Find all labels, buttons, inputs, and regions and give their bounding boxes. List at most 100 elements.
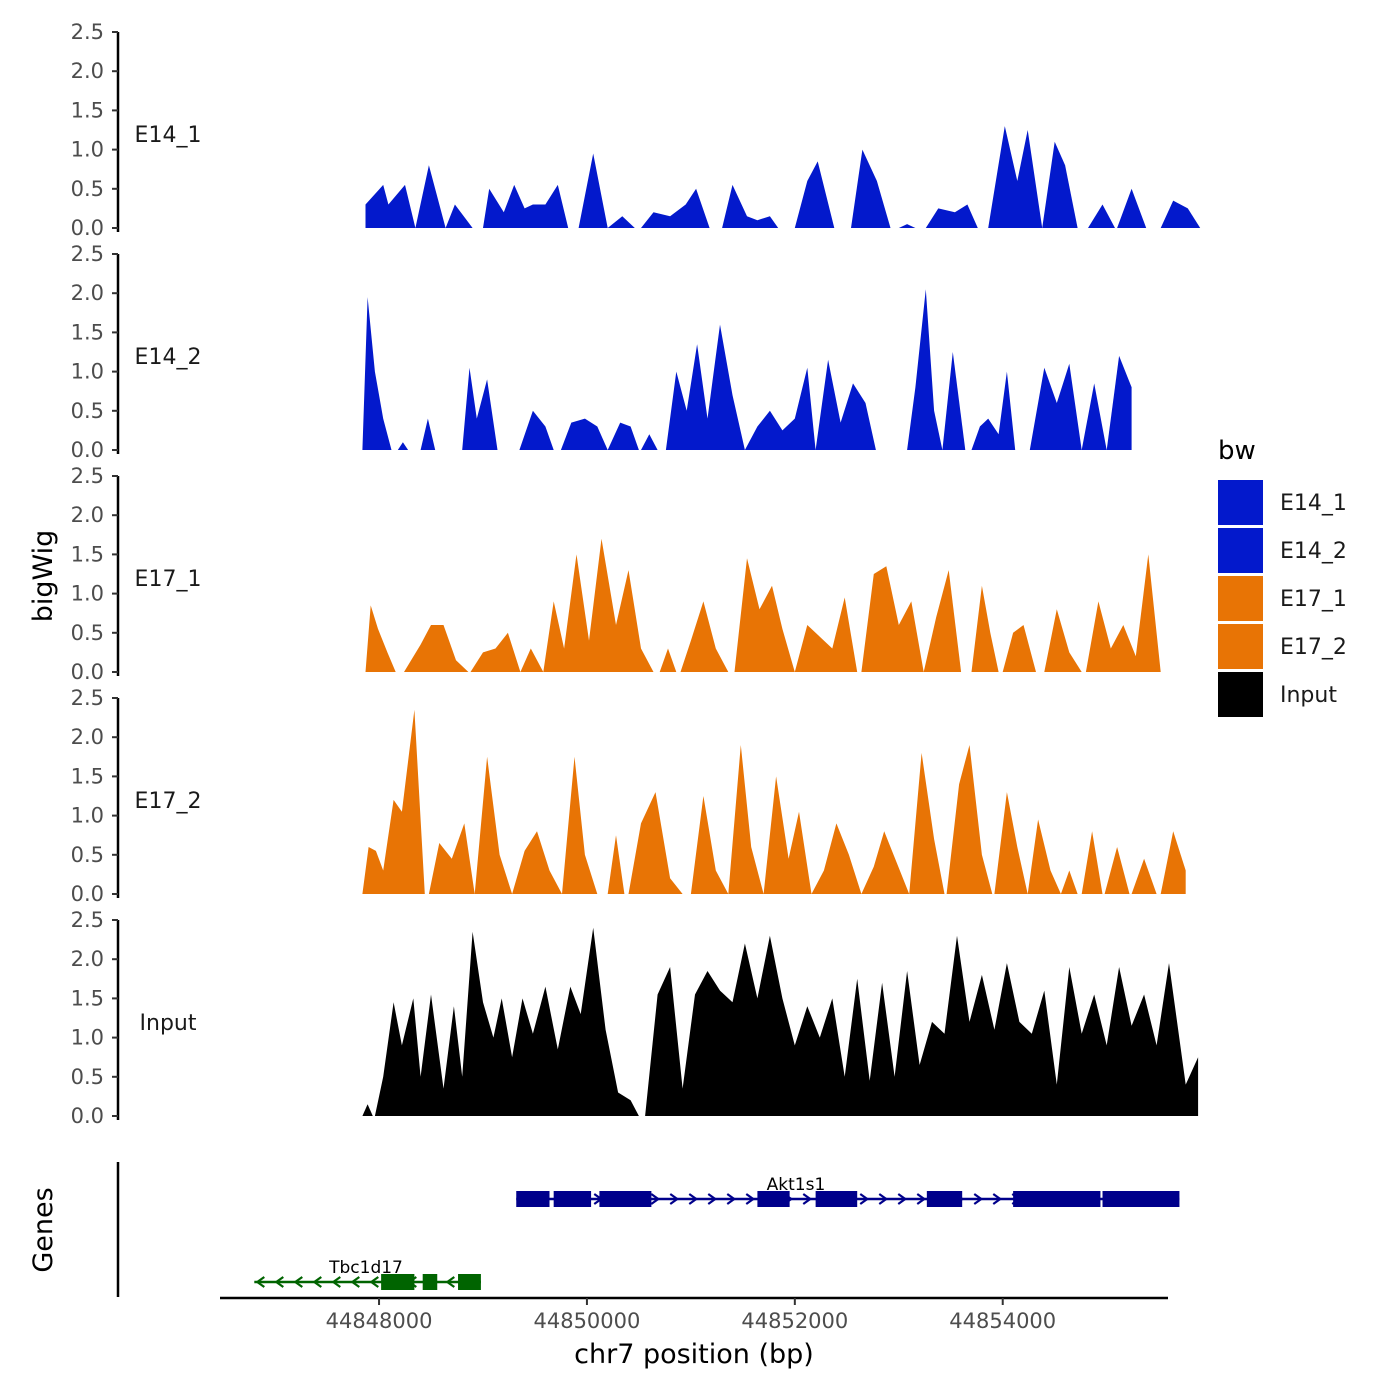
coverage-area — [909, 752, 945, 894]
y-tick-label: 2.5 — [71, 686, 104, 710]
legend-swatch — [1218, 624, 1263, 669]
coverage-area — [794, 597, 858, 672]
coverage-area — [645, 935, 1199, 1116]
x-tick-label: 44854000 — [949, 1309, 1056, 1333]
legend-label: E14_2 — [1280, 539, 1347, 564]
y-tick-label: 0.0 — [71, 882, 104, 906]
coverage-area — [1027, 819, 1061, 894]
coverage-area — [815, 359, 876, 450]
y-tick-label: 1.0 — [71, 138, 104, 162]
x-tick-label: 44850000 — [533, 1309, 640, 1333]
coverage-area — [628, 792, 683, 894]
y-tick-label: 2.5 — [71, 20, 104, 44]
y-tick-label: 1.5 — [71, 98, 104, 122]
y-tick-label: 2.5 — [71, 242, 104, 266]
strand-arrow — [669, 1193, 680, 1205]
coverage-area — [578, 153, 635, 228]
legend: bw E14_1 E14_2 E17_1 E17_2 Input — [1218, 436, 1347, 717]
legend-swatch — [1218, 528, 1263, 573]
legend-swatch — [1218, 576, 1263, 621]
y-tick-label: 1.5 — [71, 986, 104, 1010]
y-tick-label: 2.0 — [71, 503, 104, 527]
y-tick-label: 2.0 — [71, 281, 104, 305]
y-tick-label: 2.5 — [71, 908, 104, 932]
coverage-area — [861, 566, 924, 672]
coverage-area — [659, 648, 677, 672]
coverage-area — [1081, 831, 1103, 894]
coverage-area — [483, 184, 569, 228]
coverage-area — [1160, 831, 1186, 894]
track-label: E14_2 — [135, 345, 202, 370]
coverage-area — [474, 756, 513, 894]
coverage-area — [994, 792, 1028, 894]
gene-panel-title: Genes — [28, 1187, 59, 1272]
coverage-area — [1081, 383, 1107, 450]
y-tick-label: 1.0 — [71, 804, 104, 828]
gene-exon — [458, 1274, 481, 1290]
track-panel-e14-1: 0.0 0.5 1.0 1.5 2.0 2.5 E14_1 — [71, 20, 1201, 240]
coverage-area — [988, 126, 1043, 228]
gene-exon — [757, 1191, 790, 1207]
strand-arrow — [916, 1193, 927, 1205]
coverage-area — [1042, 141, 1078, 228]
y-tick-label: 1.5 — [71, 320, 104, 344]
coverage-area — [722, 184, 795, 228]
coverage-area — [1088, 204, 1115, 228]
coverage-area — [851, 149, 891, 228]
x-tick-label: 44852000 — [741, 1309, 848, 1333]
track-label: E14_1 — [135, 123, 202, 148]
coverage-area — [811, 823, 862, 894]
coverage-area — [1060, 870, 1078, 894]
y-tick-label: 2.5 — [71, 464, 104, 488]
coverage-area — [560, 418, 608, 450]
strand-arrow — [802, 1193, 813, 1205]
track-panel-e14-2: 0.0 0.5 1.0 1.5 2.0 2.5 E14_2 — [71, 242, 1132, 462]
y-tick-label: 0.0 — [71, 660, 104, 684]
gene-exon — [1013, 1191, 1101, 1207]
coverage-area — [420, 418, 436, 450]
coverage-area — [971, 585, 999, 672]
coverage-area — [607, 835, 625, 894]
coverage-area — [1106, 355, 1132, 450]
coverage-area — [1085, 554, 1161, 672]
legend-label: Input — [1280, 683, 1337, 708]
strand-arrow — [707, 1193, 718, 1205]
y-axis-title: bigWig — [28, 530, 59, 623]
track-panel-e17-1: 0.0 0.5 1.0 1.5 2.0 2.5 E17_1 — [71, 464, 1161, 684]
coverage-area — [1044, 609, 1082, 672]
legend-swatch — [1218, 672, 1263, 717]
coverage-area — [763, 776, 812, 894]
coverage-area — [362, 709, 425, 894]
coverage-area — [942, 352, 966, 450]
strand-arrow — [312, 1276, 322, 1288]
strand-arrow — [369, 1276, 379, 1288]
coverage-area — [562, 756, 598, 894]
y-tick-label: 0.5 — [71, 843, 104, 867]
track-panel-e17-2: 0.0 0.5 1.0 1.5 2.0 2.5 E17_2 — [71, 686, 1186, 906]
coverage-area — [520, 648, 544, 672]
x-axis: 44848000 44850000 44852000 44854000 chr7 pos… — [220, 1296, 1168, 1370]
legend-label: E14_1 — [1280, 491, 1347, 516]
coverage-area — [462, 367, 498, 450]
strand-arrow — [992, 1193, 1003, 1205]
legend-title: bw — [1218, 436, 1256, 466]
strand-arrow — [350, 1276, 360, 1288]
gene-label: Akt1s1 — [767, 1175, 826, 1195]
coverage-area — [744, 367, 816, 450]
coverage-area — [680, 601, 729, 672]
legend-label: E17_2 — [1280, 635, 1347, 660]
coverage-area — [519, 410, 554, 450]
coverage-area — [428, 823, 475, 894]
gene-label: Tbc1d17 — [328, 1258, 403, 1278]
gene-exon — [815, 1191, 858, 1207]
y-tick-label: 0.5 — [71, 399, 104, 423]
x-axis-title: chr7 position (bp) — [574, 1339, 814, 1370]
gene-exon — [516, 1191, 550, 1207]
strand-arrow — [897, 1193, 908, 1205]
coverage-area — [512, 831, 562, 894]
coverage-area — [734, 558, 795, 672]
coverage-area — [898, 224, 916, 228]
coverage-area — [690, 796, 729, 894]
coverage-area — [794, 161, 847, 228]
strand-arrow — [688, 1193, 699, 1205]
